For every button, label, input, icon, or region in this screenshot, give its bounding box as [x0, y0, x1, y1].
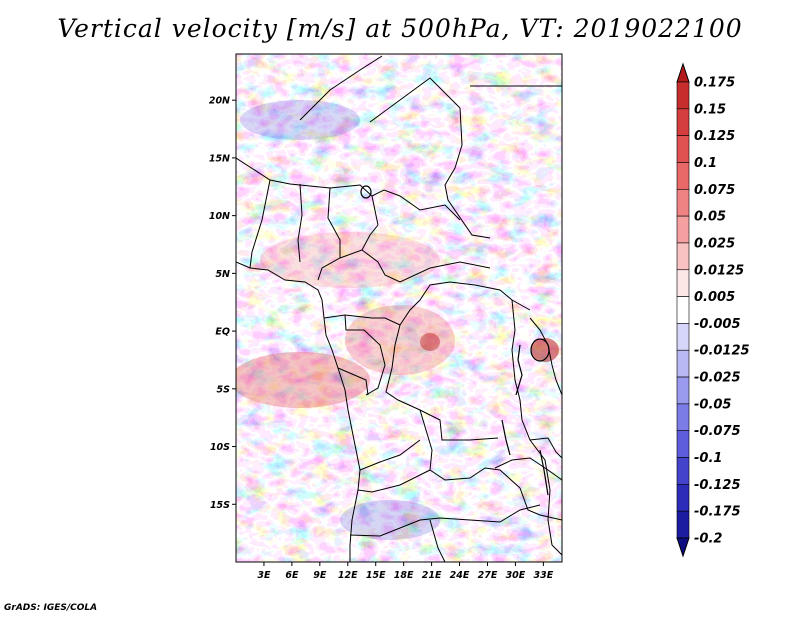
colorbar-bin — [676, 349, 690, 378]
lat-tick-label: EQ — [215, 327, 230, 338]
colorbar-label: 0.125 — [694, 129, 735, 144]
colorbar-label: 0.15 — [694, 102, 726, 117]
lon-tick-label: 9E — [313, 570, 327, 581]
colorbar-bin — [676, 484, 690, 512]
plot-title: Vertical velocity [m/s] at 500hPa, VT: 2… — [57, 14, 743, 43]
colorbar: 0.175 0.15 0.125 0.1 0.075 0.05 0.025 0.0125 0.0… — [676, 62, 750, 558]
lat-tick-label: 10N — [209, 211, 230, 222]
lat-tick-label: 20N — [209, 96, 230, 107]
colorbar-bin — [676, 188, 690, 217]
lat-tick-label: 10S — [210, 442, 230, 453]
colorbar-label: -0.025 — [694, 371, 741, 386]
colorbar-bottom-arrow — [676, 537, 690, 558]
colorbar-label: -0.1 — [694, 451, 722, 466]
colorbar-label: -0.075 — [694, 424, 741, 439]
lon-tick-label: 15E — [366, 570, 386, 581]
colorbar-bin — [676, 510, 690, 539]
colorbar-label: 0.1 — [694, 156, 717, 171]
lon-tick-label: 21E — [422, 570, 442, 581]
colorbar-bin — [676, 135, 690, 163]
lon-tick-label: 27E — [478, 570, 498, 581]
lon-tick-label: 3E — [257, 570, 271, 581]
colorbar-label: -0.0125 — [694, 344, 750, 359]
lon-tick-label: 30E — [506, 570, 526, 581]
lat-tick-label: 15N — [209, 153, 230, 164]
lon-tick-label: 33E — [534, 570, 554, 581]
colorbar-bin — [676, 81, 690, 110]
colorbar-label: 0.175 — [694, 76, 735, 91]
colorbar-label: 0.05 — [694, 210, 726, 225]
grads-credit: GrADS: IGES/COLA — [4, 603, 98, 613]
colorbar-label: 0.005 — [694, 290, 735, 305]
lakes — [360, 185, 550, 496]
colorbar-top-arrow — [676, 62, 690, 83]
colorbar-label: -0.005 — [694, 317, 741, 332]
colorbar-bin — [676, 376, 690, 405]
colorbar-label: -0.05 — [694, 397, 731, 412]
lat-tick-label: 5N — [215, 269, 230, 280]
colorbar-bin — [676, 108, 690, 136]
colorbar-label: 0.025 — [694, 236, 735, 251]
lon-tick-label: 18E — [394, 570, 414, 581]
colorbar-bin — [676, 215, 690, 244]
colorbar-bin — [676, 162, 690, 190]
lon-tick-label: 12E — [338, 570, 358, 581]
lat-tick-label: 15S — [210, 500, 230, 511]
colorbar-label: -0.125 — [694, 478, 741, 493]
colorbar-label: -0.2 — [694, 532, 722, 547]
colorbar-bin — [676, 323, 690, 351]
colorbar-bin — [676, 296, 690, 324]
latitude-axis: 20N 15N 10N 5N EQ 5S 10S 15S — [209, 96, 236, 511]
colorbar-label: 0.075 — [694, 183, 735, 198]
colorbar-label: 0.0125 — [694, 263, 744, 278]
colorbar-label: -0.175 — [694, 505, 741, 520]
country-borders — [236, 55, 562, 562]
colorbar-bin — [676, 242, 690, 271]
colorbar-bin — [676, 403, 690, 432]
colorbar-bin — [676, 457, 690, 485]
map-frame — [235, 53, 563, 563]
lon-tick-label: 24E — [450, 570, 470, 581]
longitude-axis: 3E 6E 9E 12E 15E 18E 21E 24E 27E 30E 33E — [257, 562, 554, 581]
colorbar-bin — [676, 430, 690, 458]
lon-tick-label: 6E — [285, 570, 299, 581]
lat-tick-label: 5S — [217, 384, 231, 395]
colorbar-bin — [676, 269, 690, 297]
